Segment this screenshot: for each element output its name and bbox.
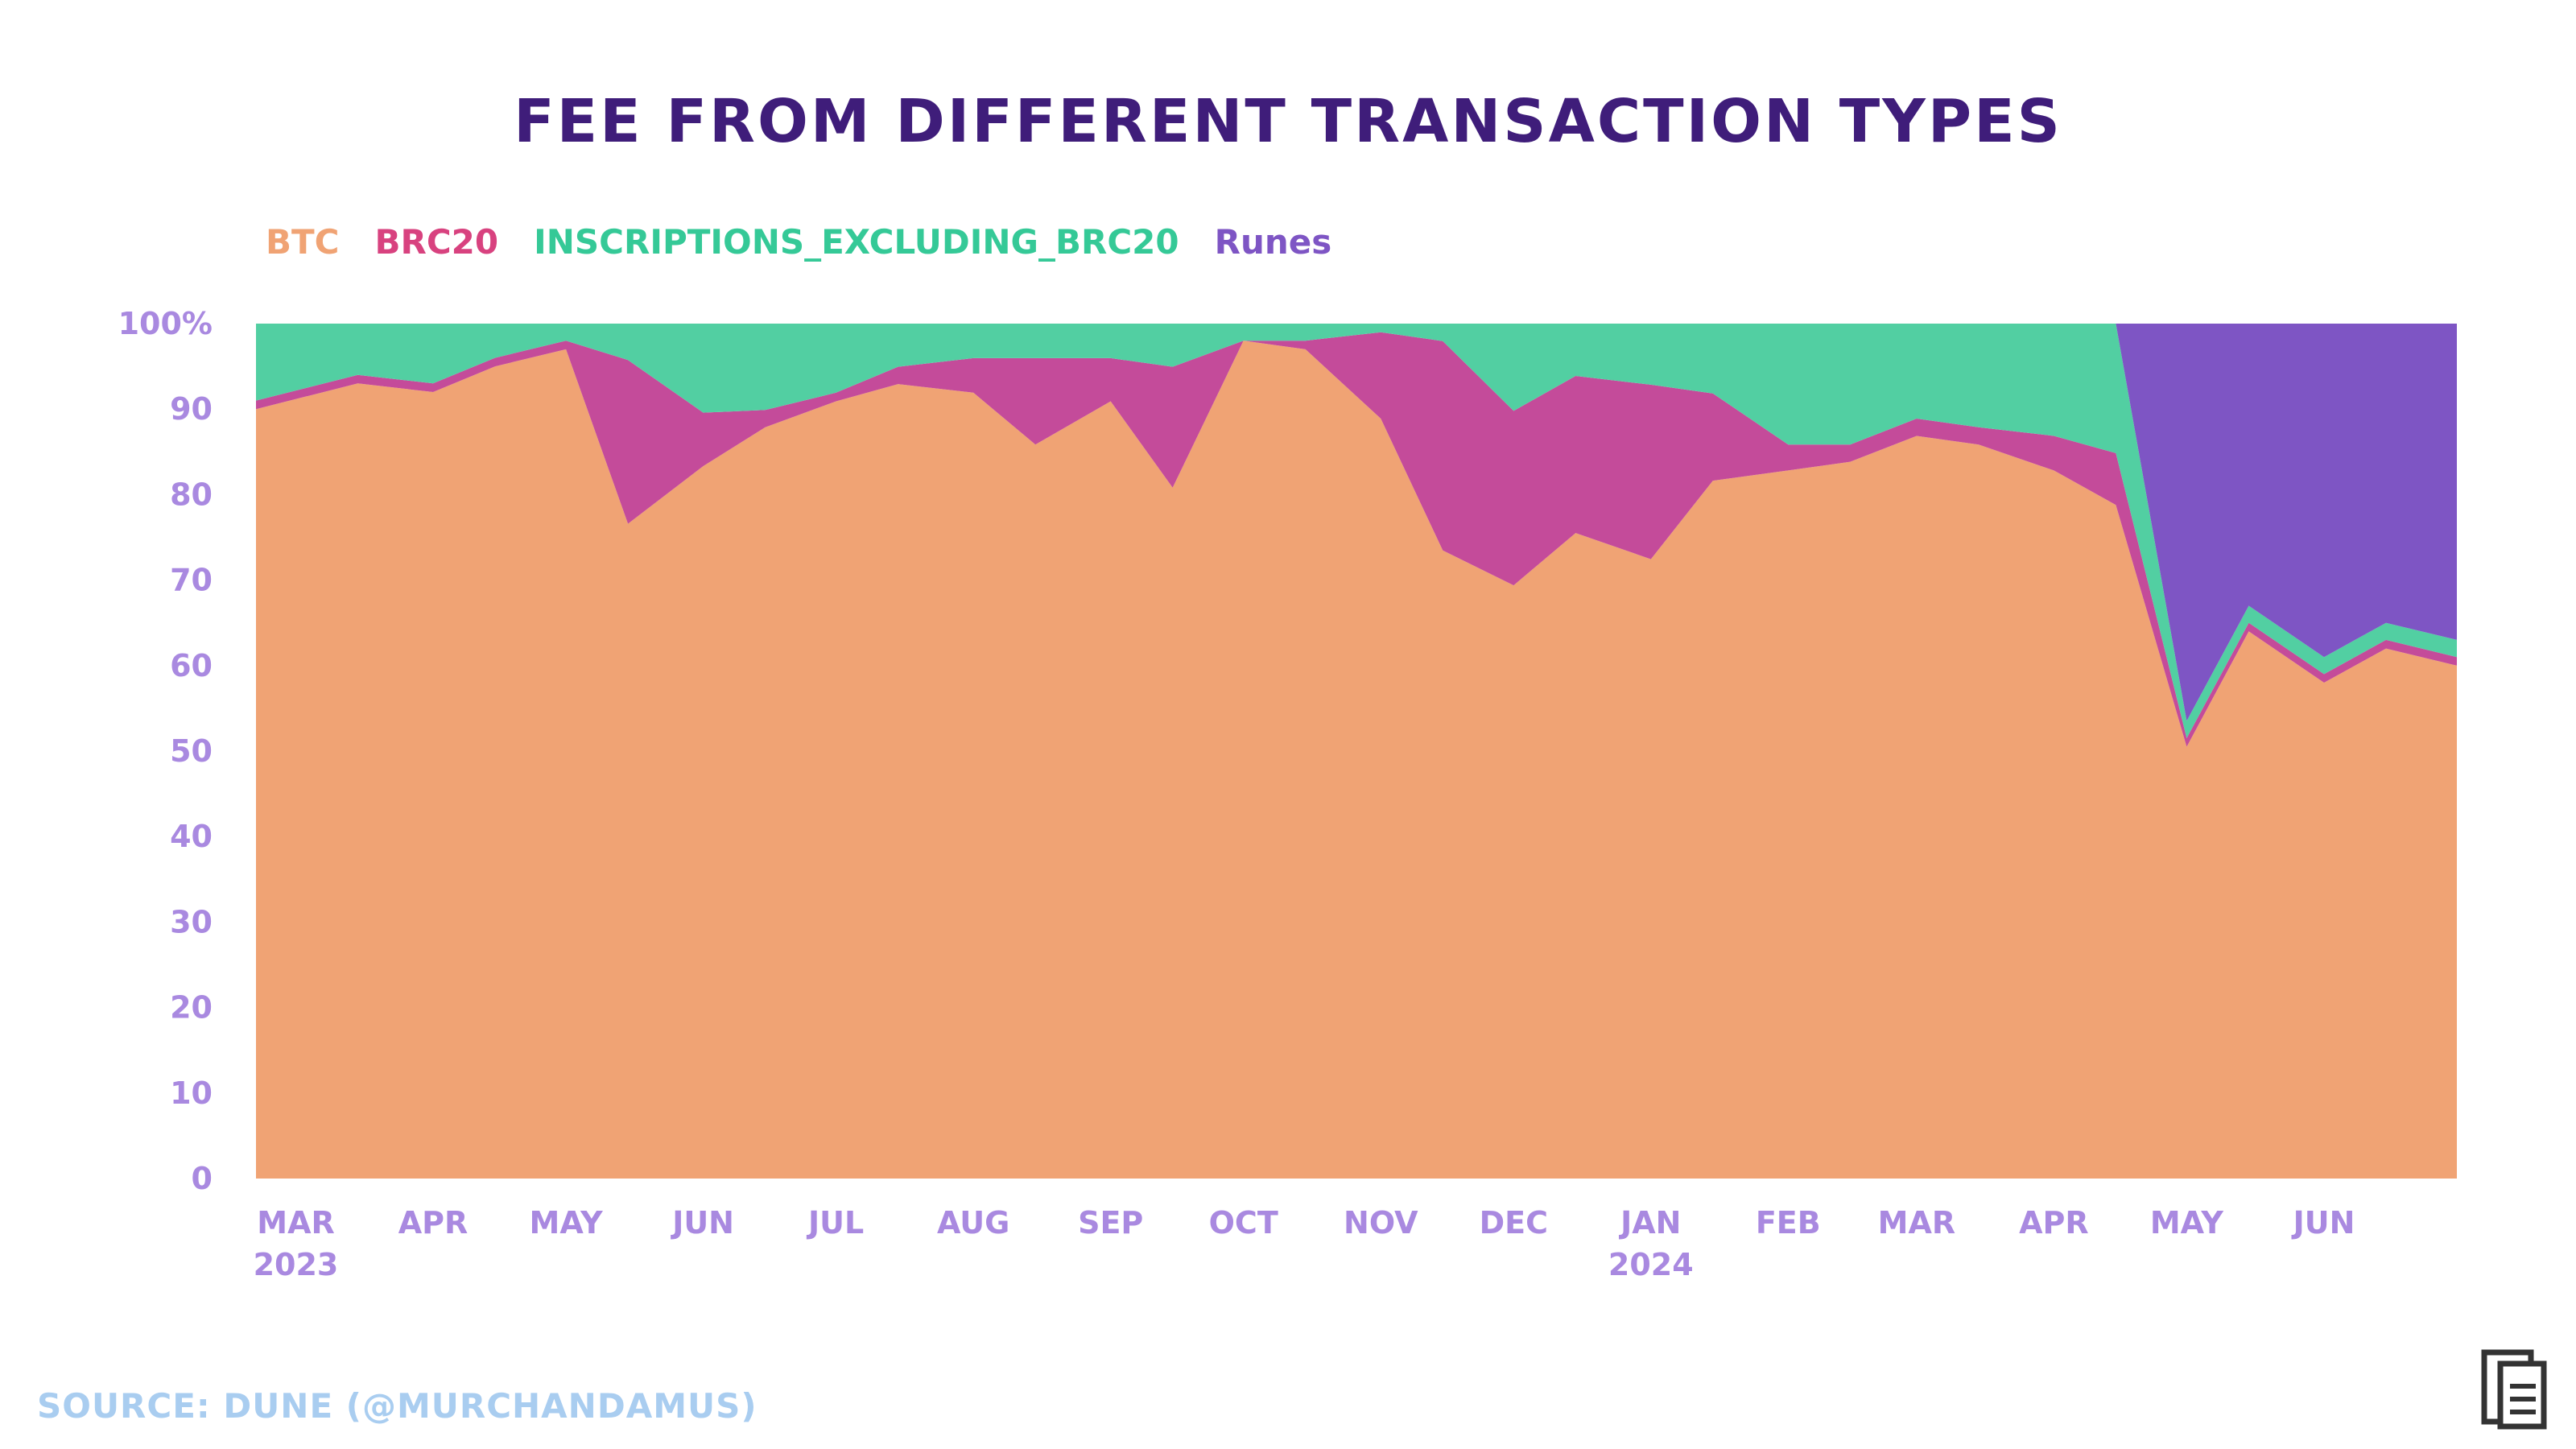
y-tick-label: 70 <box>170 563 213 598</box>
x-tick-label: AUG <box>937 1205 1009 1241</box>
x-tick-label: MAY <box>530 1205 604 1241</box>
area-inscriptions <box>256 324 2457 738</box>
y-tick-label: 100% <box>118 306 213 341</box>
x-tick-label: APR <box>2019 1205 2089 1241</box>
x-tick-label: MAR <box>1878 1205 1955 1241</box>
y-tick-label: 10 <box>170 1075 213 1111</box>
x-tick-label: NOV <box>1344 1205 1418 1241</box>
area-brc20 <box>256 332 2457 747</box>
x-tick-label: APR <box>398 1205 469 1241</box>
y-axis-ticks: 0 10 20 30 40 50 60 70 80 90 100% <box>118 306 213 1196</box>
x-axis-ticks: MAR 2023 APR MAY JUN JUL AUG SEP OCT NOV DEC JAN 202… <box>254 1205 2355 1282</box>
book-logo-icon <box>2481 1349 2547 1430</box>
legend-btc[interactable]: BTC <box>266 222 340 262</box>
x-tick-label: DEC <box>1480 1205 1548 1241</box>
x-tick-label: JUL <box>806 1205 864 1241</box>
area-btc <box>256 341 2457 1179</box>
y-tick-label: 40 <box>170 819 213 854</box>
chart-legend: BTC BRC20 INSCRIPTIONS_EXCLUDING_BRC20 R… <box>266 222 1331 262</box>
area-layers <box>256 324 2457 1179</box>
y-tick-label: 50 <box>170 733 213 769</box>
x-tick-label: MAR <box>257 1205 334 1241</box>
x-tick-year-label: 2024 <box>1608 1247 1694 1282</box>
legend-brc20[interactable]: BRC20 <box>374 222 499 262</box>
x-tick-label: OCT <box>1209 1205 1278 1241</box>
source-note: SOURCE: DUNE (@MURCHANDAMUS) <box>37 1386 758 1426</box>
x-tick-label: JUN <box>2291 1205 2355 1241</box>
x-tick-label: MAY <box>2150 1205 2224 1241</box>
x-tick-label: SEP <box>1078 1205 1143 1241</box>
legend-runes[interactable]: Runes <box>1214 222 1332 262</box>
x-tick-year-label: 2023 <box>254 1247 339 1282</box>
chart-title: FEE FROM DIFFERENT TRANSACTION TYPES <box>514 87 2062 156</box>
y-tick-label: 60 <box>170 648 213 683</box>
legend-inscriptions[interactable]: INSCRIPTIONS_EXCLUDING_BRC20 <box>534 222 1179 262</box>
area-runes <box>256 324 2457 721</box>
y-tick-label: 80 <box>170 477 213 512</box>
x-tick-label: JUN <box>670 1205 734 1241</box>
y-tick-label: 20 <box>170 990 213 1026</box>
x-tick-label: FEB <box>1756 1205 1821 1241</box>
y-tick-label: 90 <box>170 391 213 427</box>
y-tick-label: 30 <box>170 904 213 939</box>
y-tick-label: 0 <box>192 1161 213 1196</box>
x-tick-label: JAN <box>1618 1205 1681 1241</box>
